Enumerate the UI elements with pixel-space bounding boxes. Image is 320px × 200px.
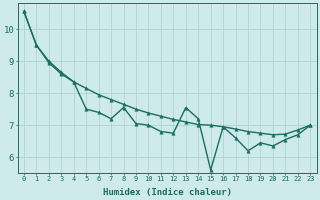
X-axis label: Humidex (Indice chaleur): Humidex (Indice chaleur) — [103, 188, 232, 197]
